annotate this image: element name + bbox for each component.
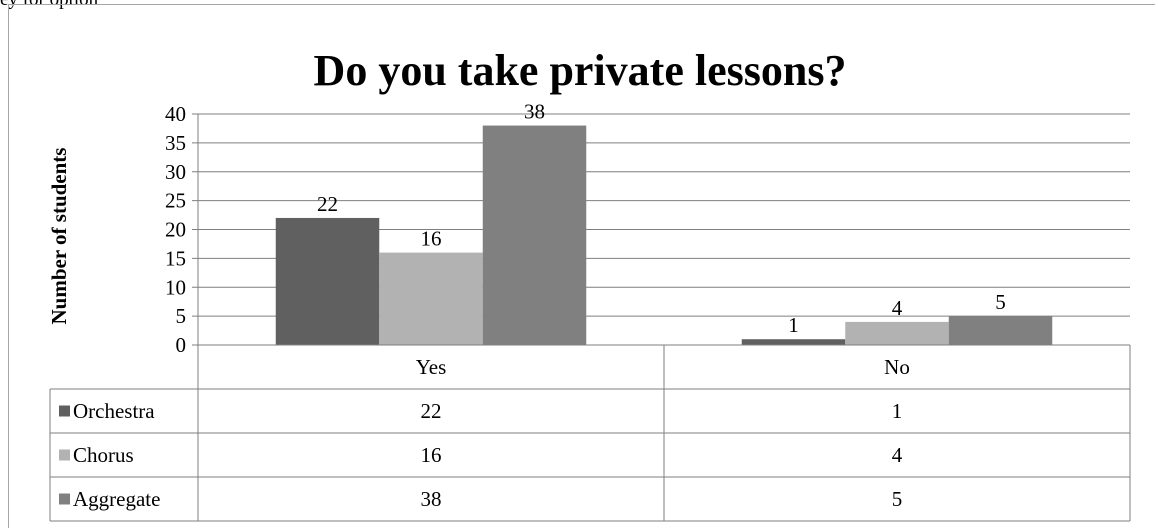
data-label: 22: [317, 192, 338, 216]
legend-label: Orchestra: [73, 399, 155, 423]
y-tick-label: 10: [165, 275, 186, 299]
chart-frame: [8, 4, 1155, 528]
data-label: 5: [995, 290, 1006, 314]
y-tick-label: 15: [165, 246, 186, 270]
y-axis-label: Number of students: [47, 148, 71, 325]
bar: [379, 252, 483, 345]
legend-swatch: [59, 493, 70, 505]
table-cell-value: 5: [892, 487, 903, 511]
table-cell-value: 1: [892, 399, 903, 423]
table-cell-value: 4: [892, 443, 903, 467]
bars: [275, 125, 1053, 345]
bar: [275, 217, 380, 345]
y-tick-label: 5: [176, 304, 187, 328]
legend-label: Aggregate: [73, 487, 160, 511]
data-label: 16: [421, 227, 442, 251]
y-tick-label: 25: [165, 189, 186, 213]
data-table: [49, 344, 1131, 522]
y-tick-label: 20: [165, 218, 186, 242]
y-tick-label: 30: [165, 160, 186, 184]
data-label: 1: [788, 313, 799, 337]
legend-swatch: [59, 405, 70, 417]
bar: [948, 316, 1053, 345]
legend-label: Chorus: [73, 443, 134, 467]
category-label: Yes: [416, 355, 447, 379]
y-tick-label: 40: [165, 102, 186, 126]
top-clipped-text: ey for option: [0, 0, 98, 11]
category-label: No: [884, 355, 910, 379]
table-cell-value: 16: [421, 443, 442, 467]
table-cell-value: 22: [421, 399, 442, 423]
table-cell-value: 38: [421, 487, 442, 511]
data-label: 38: [524, 100, 545, 124]
chart-text: Do you take private lessons? Number of s…: [47, 46, 1006, 511]
bar: [482, 125, 587, 345]
y-tick-label: 0: [176, 333, 187, 357]
bar: [845, 321, 949, 345]
chart-title: Do you take private lessons?: [314, 46, 847, 95]
data-label: 4: [892, 296, 903, 320]
legend-swatch: [59, 449, 70, 461]
bar: [741, 339, 846, 345]
y-tick-label: 35: [165, 131, 186, 155]
